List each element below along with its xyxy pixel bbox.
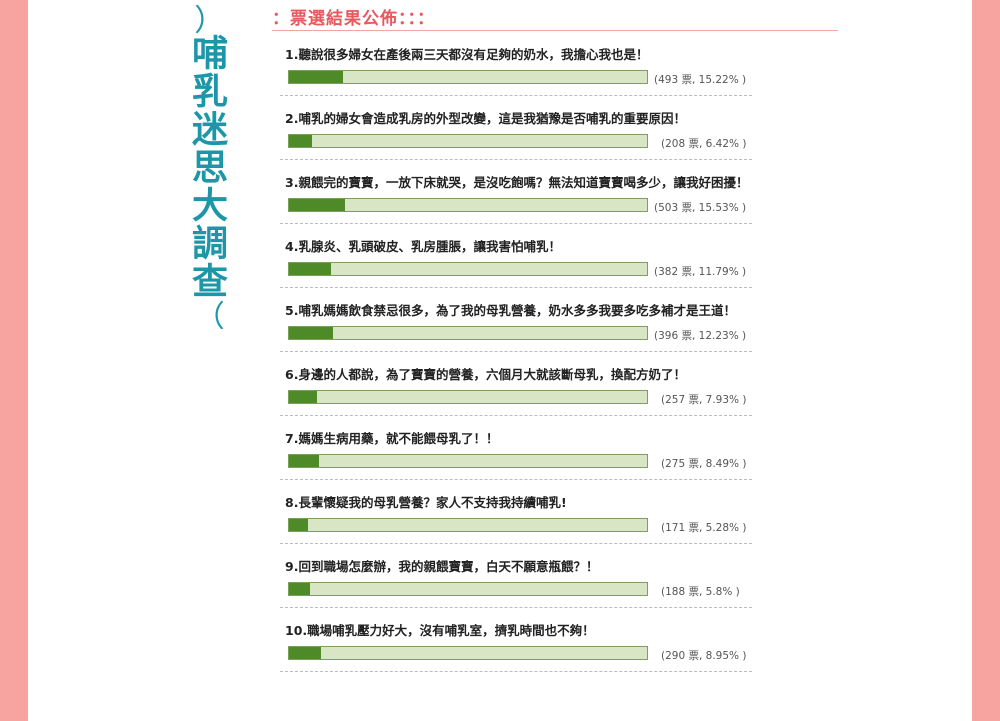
- poll-item: 3.親餵完的寶寶，一放下床就哭，是沒吃飽嗎？無法知道寶寶喝多少，讓我好困擾！ (5…: [280, 165, 752, 229]
- divider: [280, 159, 752, 160]
- poll-question: 1.聽說很多婦女在產後兩三天都沒有足夠的奶水，我擔心我也是！: [285, 47, 649, 62]
- poll-question: 5.哺乳媽媽飲食禁忌很多，為了我的母乳營養，奶水多多我要多吃多補才是王道！: [285, 303, 736, 318]
- divider: [280, 479, 752, 480]
- open-brace: ︵: [190, 4, 225, 34]
- result-bar: [288, 326, 648, 340]
- result-bar: [288, 518, 648, 532]
- poll-item: 5.哺乳媽媽飲食禁忌很多，為了我的母乳營養，奶水多多我要多吃多補才是王道！ (39…: [280, 293, 752, 357]
- poll-item: 2.哺乳的婦女會造成乳房的外型改變，這是我猶豫是否哺乳的重要原因！ (208 票,…: [280, 101, 752, 165]
- poll-question: 10.職場哺乳壓力好大，沒有哺乳室，擠乳時間也不夠！: [285, 623, 595, 638]
- result-bar: [288, 198, 648, 212]
- result-bar-fill: [289, 199, 345, 211]
- result-bar: [288, 454, 648, 468]
- poll-question: 7.媽媽生病用藥，就不能餵母乳了！！: [285, 431, 499, 446]
- result-bar-fill: [289, 455, 319, 467]
- vote-count: (290 票, 8.95% ): [661, 650, 747, 662]
- result-bar-fill: [289, 263, 331, 275]
- poll-question: 6.身邊的人都說，為了寶寶的營養，六個月大就該斷母乳，換配方奶了！: [285, 367, 686, 382]
- divider: [280, 95, 752, 96]
- vote-count: (396 票, 12.23% ): [654, 330, 747, 342]
- divider: [280, 351, 752, 352]
- poll-item: 6.身邊的人都說，為了寶寶的營養，六個月大就該斷母乳，換配方奶了！ (257 票,…: [280, 357, 752, 421]
- result-bar: [288, 646, 648, 660]
- divider: [280, 287, 752, 288]
- divider: [280, 543, 752, 544]
- vote-count: (503 票, 15.53% ): [654, 202, 747, 214]
- vote-count: (382 票, 11.79% ): [654, 266, 747, 278]
- poll-item: 4.乳腺炎、乳頭破皮、乳房腫脹，讓我害怕哺乳！ (382 票, 11.79% ): [280, 229, 752, 293]
- result-bar-fill: [289, 71, 343, 83]
- close-brace: ︶: [190, 300, 225, 330]
- divider: [280, 671, 752, 672]
- poll-results-list: 1.聽說很多婦女在產後兩三天都沒有足夠的奶水，我擔心我也是！ (493 票, 15…: [280, 37, 752, 677]
- result-bar-fill: [289, 583, 310, 595]
- result-bar: [288, 70, 648, 84]
- vote-count: (275 票, 8.49% ): [661, 458, 747, 470]
- result-bar-fill: [289, 327, 333, 339]
- vote-count: (171 票, 5.28% ): [661, 522, 747, 534]
- result-bar-fill: [289, 519, 308, 531]
- poll-question: 9.回到職場怎麼辦，我的親餵寶寶，白天不願意瓶餵？！: [285, 559, 599, 574]
- results-header: ：票選結果公佈：：：: [272, 4, 838, 31]
- result-bar: [288, 390, 648, 404]
- poll-item: 1.聽說很多婦女在產後兩三天都沒有足夠的奶水，我擔心我也是！ (493 票, 15…: [280, 37, 752, 101]
- result-bar-fill: [289, 391, 317, 403]
- poll-question: 2.哺乳的婦女會造成乳房的外型改變，這是我猶豫是否哺乳的重要原因！: [285, 111, 686, 126]
- divider: [280, 223, 752, 224]
- vote-count: (257 票, 7.93% ): [661, 394, 747, 406]
- poll-item: 8.長輩懷疑我的母乳營養？家人不支持我持續哺乳! (171 票, 5.28% ): [280, 485, 752, 549]
- vote-count: (493 票, 15.22% ): [654, 74, 747, 86]
- poll-item: 9.回到職場怎麼辦，我的親餵寶寶，白天不願意瓶餵？！ (188 票, 5.8% ): [280, 549, 752, 613]
- vote-count: (188 票, 5.8% ): [661, 586, 740, 598]
- result-bar: [288, 262, 648, 276]
- poll-item: 7.媽媽生病用藥，就不能餵母乳了！！ (275 票, 8.49% ): [280, 421, 752, 485]
- right-scallop-edge: [970, 0, 982, 721]
- poll-item: 10.職場哺乳壓力好大，沒有哺乳室，擠乳時間也不夠！ (290 票, 8.95% …: [280, 613, 752, 677]
- side-title: ︵ 哺乳迷思大調查 ︶: [178, 4, 234, 330]
- result-bar: [288, 582, 648, 596]
- poll-question: 3.親餵完的寶寶，一放下床就哭，是沒吃飽嗎？無法知道寶寶喝多少，讓我好困擾！: [285, 175, 749, 190]
- poll-question: 8.長輩懷疑我的母乳營養？家人不支持我持續哺乳!: [285, 495, 567, 510]
- result-bar-fill: [289, 647, 321, 659]
- result-bar: [288, 134, 648, 148]
- left-scallop-edge: [18, 0, 30, 721]
- vote-count: (208 票, 6.42% ): [661, 138, 747, 150]
- side-title-text: 哺乳迷思大調查: [186, 34, 227, 300]
- divider: [280, 607, 752, 608]
- result-bar-fill: [289, 135, 312, 147]
- divider: [280, 415, 752, 416]
- poll-question: 4.乳腺炎、乳頭破皮、乳房腫脹，讓我害怕哺乳！: [285, 239, 561, 254]
